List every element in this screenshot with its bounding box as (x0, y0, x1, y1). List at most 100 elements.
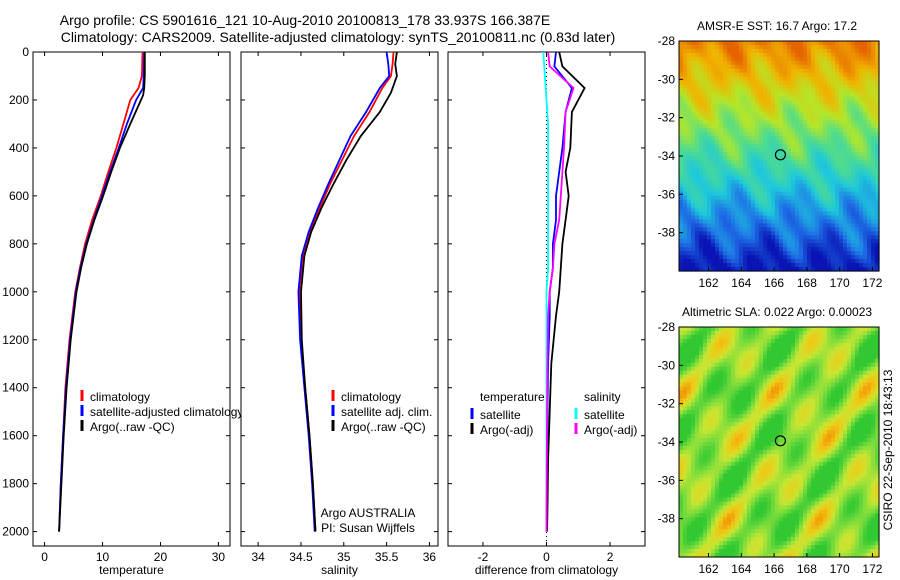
heatmap-cell (699, 438, 704, 443)
heatmap-cell (747, 231, 752, 236)
heatmap-cell (831, 438, 836, 443)
heatmap-cell (707, 132, 712, 137)
heatmap-cell (791, 259, 796, 264)
heatmap-cell (831, 76, 836, 82)
heatmap-cell (751, 84, 756, 90)
heatmap-cell (831, 199, 836, 205)
heatmap-cell (783, 442, 788, 447)
heatmap-cell (691, 187, 696, 193)
heatmap-cell (691, 465, 696, 471)
heatmap-cell (683, 390, 688, 396)
heatmap-cell (735, 219, 740, 225)
heatmap-cell (759, 48, 764, 54)
heatmap-cell (695, 406, 700, 411)
heatmap-cell (695, 120, 700, 125)
heatmap-cell (823, 231, 828, 236)
heatmap-cell (859, 366, 864, 372)
heatmap-cell (739, 430, 744, 435)
heatmap-cell (703, 76, 708, 82)
heatmap-cell (795, 223, 800, 228)
heatmap-cell (703, 430, 708, 435)
heatmap-cell (703, 350, 708, 356)
heatmap-cell (683, 465, 688, 471)
heatmap-cell (835, 430, 840, 435)
heatmap-cell (851, 144, 856, 149)
heatmap-cell (871, 100, 876, 106)
heatmap-cell (699, 386, 704, 392)
heatmap-cell (727, 346, 732, 352)
heatmap-cell (727, 469, 732, 475)
heatmap-cell (847, 148, 852, 153)
heatmap-cell (679, 247, 684, 252)
heatmap-cell (703, 386, 708, 392)
heatmap-cell (811, 235, 816, 240)
heatmap-cell (783, 171, 788, 177)
heatmap-cell (755, 124, 760, 129)
heatmap-cell (855, 159, 860, 165)
heatmap-cell (863, 338, 868, 344)
heatmap-cell (755, 104, 760, 110)
heatmap-cell (843, 96, 848, 102)
heatmap-cell (747, 350, 752, 356)
heatmap-cell (831, 370, 836, 376)
heatmap-cell (703, 267, 708, 272)
heatmap-cell (855, 112, 860, 117)
heatmap-cell (739, 167, 744, 173)
heatmap-cell (719, 203, 724, 209)
heatmap-cell (699, 374, 704, 380)
heatmap-cell (723, 247, 728, 252)
heatmap-cell (739, 402, 744, 407)
heatmap-cell (795, 239, 800, 244)
heatmap-cell (767, 334, 772, 340)
heatmap-cell (859, 251, 864, 256)
heatmap-cell (743, 156, 748, 161)
heatmap-cell (811, 406, 816, 411)
heatmap-cell (811, 259, 816, 264)
heatmap-cell (779, 338, 784, 344)
heatmap-cell (775, 239, 780, 244)
heatmap-cell (799, 207, 804, 213)
y-tick-label: 1000 (2, 285, 29, 299)
heatmap-cell (795, 263, 800, 268)
heatmap-cell (803, 108, 808, 113)
heatmap-cell (679, 457, 684, 463)
heatmap-cell (787, 386, 792, 392)
heatmap-cell (851, 461, 856, 467)
heatmap-cell (695, 354, 700, 360)
heatmap-cell (703, 426, 708, 431)
heatmap-cell (831, 386, 836, 392)
heatmap-cell (683, 434, 688, 439)
heatmap-cell (723, 68, 728, 74)
heatmap-cell (719, 418, 724, 423)
heatmap-cell (695, 422, 700, 427)
heatmap-cell (859, 473, 864, 479)
heatmap-cell (679, 366, 684, 372)
heatmap-cell (843, 191, 848, 197)
heatmap-cell (787, 410, 792, 415)
heatmap-cell (691, 449, 696, 455)
heatmap-cell (859, 327, 864, 332)
heatmap-cell (771, 148, 776, 153)
heatmap-cell (831, 259, 836, 264)
heatmap-cell (715, 96, 720, 102)
heatmap-cell (791, 342, 796, 348)
heatmap-cell (799, 342, 804, 348)
heatmap-cell (695, 88, 700, 94)
heatmap-cell (755, 100, 760, 106)
heatmap-cell (703, 152, 708, 157)
heatmap-cell (811, 104, 816, 110)
heatmap-cell (743, 406, 748, 411)
heatmap-cell (711, 227, 716, 232)
heatmap-cell (715, 327, 720, 332)
heatmap-cell (703, 378, 708, 384)
heatmap-cell (835, 68, 840, 74)
heatmap-cell (695, 346, 700, 352)
heatmap-cell (723, 358, 728, 364)
heatmap-cell (759, 394, 764, 399)
heatmap-cell (771, 152, 776, 157)
heatmap-cell (851, 449, 856, 455)
heatmap-cell (859, 140, 864, 145)
heatmap-cell (839, 426, 844, 431)
heatmap-cell (827, 327, 832, 332)
heatmap-cell (715, 171, 720, 177)
